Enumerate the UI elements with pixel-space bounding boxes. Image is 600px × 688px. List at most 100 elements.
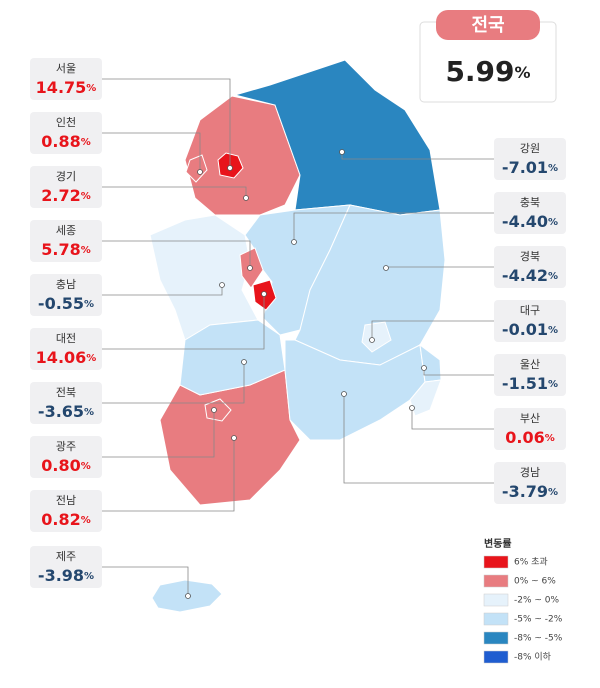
leader-line [102, 362, 245, 404]
leader-line [293, 212, 494, 242]
national-tab [436, 10, 540, 40]
region-name: 강원 [520, 142, 540, 155]
leader-line [411, 408, 494, 430]
value-unit: % [84, 407, 94, 418]
region-shape [233, 59, 441, 216]
value-number: 0.88 [41, 132, 80, 151]
label-box [30, 490, 102, 532]
region-shape [409, 379, 442, 417]
region-dot [219, 282, 225, 288]
value-unit: % [86, 353, 96, 364]
region-value: -3.79% [502, 482, 558, 501]
value-unit: % [548, 379, 558, 390]
region-value: -4.40% [502, 212, 558, 231]
legend-label: 0% ~ 6% [514, 577, 556, 587]
value-unit: % [545, 433, 555, 444]
legend: 변동률 6% 초과 0% ~ 6% -2% ~ 0% -5% ~ -2% -8% ~ -… [483, 537, 563, 664]
region-shape [204, 398, 232, 422]
region-name: 경북 [520, 250, 540, 263]
region-value: 14.06% [36, 348, 97, 367]
region-dot [341, 391, 347, 397]
region-name: 제주 [56, 550, 76, 563]
region-name: 전남 [56, 494, 76, 507]
region-dot [383, 265, 389, 271]
region-shape [149, 214, 259, 341]
value-unit: % [548, 487, 558, 498]
national-number: 5.99 [445, 55, 514, 88]
value-number: 14.06 [36, 348, 87, 367]
label-box [494, 246, 566, 288]
region-value: 0.06% [505, 428, 555, 447]
region-dot [339, 149, 345, 155]
region-dot [369, 337, 375, 343]
label-box [30, 220, 102, 262]
leader-line [343, 394, 494, 484]
region-name: 충남 [56, 278, 76, 291]
region-shape [361, 321, 392, 353]
label-box [30, 58, 102, 100]
leader-line [102, 566, 189, 596]
leader-line [102, 132, 201, 172]
region-value: -3.65% [38, 402, 94, 421]
value-number: 14.75 [36, 78, 87, 97]
region-name: 대구 [520, 304, 540, 317]
leader-line [102, 78, 231, 168]
value-number: 0.06 [505, 428, 544, 447]
region-dot [291, 239, 297, 245]
national-box: 전국 5.99% [419, 10, 557, 103]
region-value: 14.75% [36, 78, 97, 97]
value-number: -4.40 [502, 212, 548, 231]
region-name: 세종 [56, 224, 76, 237]
leader-line [102, 240, 251, 268]
value-unit: % [81, 191, 91, 202]
legend-swatch [483, 555, 509, 569]
region-dot [197, 169, 203, 175]
region-name: 울산 [520, 358, 540, 371]
value-number: -0.01 [502, 320, 548, 339]
region-name: 경기 [56, 170, 76, 183]
label-box [494, 192, 566, 234]
value-unit: % [548, 271, 558, 282]
leader-lines [102, 78, 494, 599]
label-box [30, 166, 102, 208]
value-number: -7.01 [502, 158, 548, 177]
value-number: -4.42 [502, 266, 548, 285]
label-box [494, 408, 566, 450]
region-shape [159, 369, 301, 506]
legend-label: 6% 초과 [514, 557, 548, 568]
leader-line [102, 410, 215, 458]
national-unit: % [515, 63, 531, 82]
region-dot [241, 359, 247, 365]
leader-line [371, 320, 494, 340]
region-dot [231, 435, 237, 441]
label-box [30, 382, 102, 424]
legend-swatch [483, 612, 509, 626]
value-unit: % [548, 325, 558, 336]
label-box [30, 546, 102, 588]
national-name: 전국 [471, 15, 504, 36]
label-box [494, 462, 566, 504]
region-name: 전북 [56, 386, 76, 399]
region-name: 광주 [56, 440, 76, 453]
value-number: 2.72 [41, 186, 80, 205]
value-number: -3.79 [502, 482, 548, 501]
value-number: 5.78 [41, 240, 80, 259]
region-name: 인천 [56, 115, 76, 129]
region-dot [211, 407, 217, 413]
value-number: 0.82 [41, 510, 80, 529]
region-dot [421, 365, 427, 371]
region-name: 경남 [520, 466, 540, 479]
national-value: 5.99% [445, 55, 530, 88]
legend-label: -5% ~ -2% [514, 615, 563, 625]
region-name: 충북 [520, 196, 540, 209]
region-dot [261, 291, 267, 297]
region-value: -3.98% [38, 566, 94, 585]
legend-label: -8% ~ -5% [514, 634, 563, 644]
region-value: -0.55% [38, 294, 94, 313]
label-box [494, 300, 566, 342]
region-value: 0.88% [41, 132, 91, 151]
value-number: -0.55 [38, 294, 84, 313]
legend-swatch [483, 650, 509, 664]
region-dot [247, 265, 253, 271]
region-dot [409, 405, 415, 411]
